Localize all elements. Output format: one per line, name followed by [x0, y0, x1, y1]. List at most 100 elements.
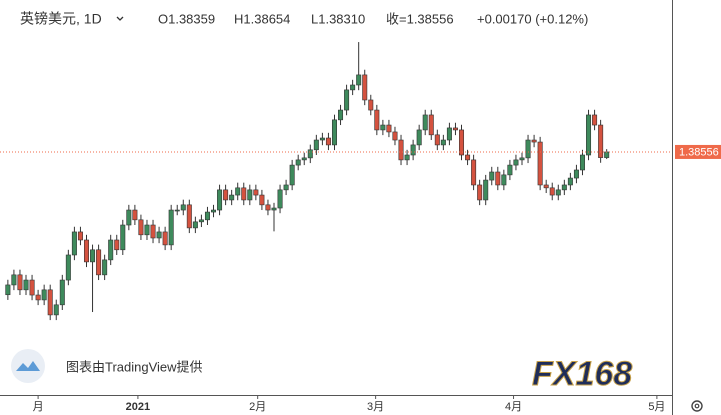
- candle-body: [180, 204, 186, 211]
- candle-body: [156, 231, 162, 239]
- credit-icon: [16, 361, 40, 371]
- candle-body: [235, 187, 241, 196]
- watermark-logo: FX168: [532, 355, 632, 393]
- candle-body: [120, 224, 126, 251]
- candle-body: [543, 184, 549, 189]
- last-price-tag: [675, 144, 721, 159]
- candle-body: [23, 279, 29, 291]
- candle-body: [289, 164, 295, 186]
- x-tick-label: 月: [33, 401, 44, 413]
- candle-body: [90, 249, 96, 263]
- candle-body: [283, 184, 289, 191]
- candle-body: [380, 124, 386, 131]
- candle-body: [598, 124, 604, 158]
- candle-body: [5, 284, 11, 296]
- candle-body: [174, 209, 180, 212]
- symbol[interactable]: 英镑美元, 1D: [20, 11, 102, 27]
- candle-body: [471, 159, 477, 186]
- candle-body: [126, 209, 132, 226]
- candle-body: [198, 219, 204, 223]
- candle-body: [374, 109, 380, 131]
- candle-body: [549, 187, 555, 196]
- candle-body: [586, 114, 592, 156]
- candle-body: [331, 119, 337, 146]
- candle-body: [392, 131, 398, 141]
- candle-body: [11, 274, 17, 286]
- x-tick-label: 2021: [126, 401, 150, 413]
- tradingview-credit[interactable]: 图表由TradingView提供: [11, 349, 203, 383]
- candle-body: [465, 154, 471, 161]
- legend-item: 收=1.38556: [386, 11, 454, 26]
- candle-body: [356, 74, 362, 86]
- candle-body: [132, 209, 138, 221]
- candle-body: [35, 294, 41, 301]
- candle-body: [398, 139, 404, 161]
- candle-body: [162, 231, 168, 246]
- candle-body: [434, 134, 440, 146]
- candle-body: [41, 289, 47, 301]
- candle-body: [253, 189, 259, 196]
- candle-body: [446, 127, 452, 141]
- ohlc-legend: O1.38359 H1.38654 L1.38310 收=1.38556 +0.0017…: [158, 11, 588, 26]
- candle-body: [65, 254, 71, 281]
- gear-icon: [691, 400, 703, 412]
- candle-body: [259, 194, 265, 206]
- candle-body: [29, 279, 35, 296]
- candle-body: [307, 149, 313, 159]
- x-tick-label: 5月: [648, 401, 665, 413]
- candle-body: [362, 74, 368, 101]
- candle-body: [144, 224, 150, 236]
- candle-body: [452, 127, 458, 131]
- last-price-label: 1.38556: [679, 146, 719, 158]
- candle-body: [83, 239, 89, 263]
- candle-body: [247, 189, 253, 201]
- x-tick-label: 4月: [505, 401, 522, 413]
- candle-body: [217, 189, 223, 211]
- candle-body: [477, 184, 483, 201]
- candle-body: [223, 189, 229, 201]
- candle-body: [489, 171, 495, 181]
- candle-body: [440, 139, 446, 146]
- candle-body: [567, 177, 573, 186]
- candle-body: [410, 144, 416, 156]
- candle-body: [338, 109, 344, 121]
- candle-body: [555, 189, 561, 196]
- candle-body: [531, 139, 537, 143]
- candle-body: [295, 159, 301, 166]
- candle-body: [604, 151, 610, 158]
- candle-body: [17, 274, 23, 291]
- candle-body: [350, 84, 356, 91]
- legend-item: O1.38359: [158, 11, 215, 26]
- candle-body: [71, 231, 77, 256]
- credit-badge: [11, 349, 45, 383]
- candle-body: [537, 141, 543, 186]
- legend-item: +0.00170 (+0.12%): [477, 11, 588, 26]
- candle-body: [313, 139, 319, 151]
- gear-hub: [694, 403, 700, 409]
- candle-body: [47, 289, 53, 316]
- symbol-chevron[interactable]: [116, 16, 124, 21]
- candle-body: [150, 224, 156, 239]
- legend-item: H1.38654: [234, 11, 290, 26]
- candle-body: [108, 239, 114, 261]
- candle-body: [186, 204, 192, 229]
- candle-body: [368, 99, 374, 111]
- candle-body: [507, 164, 513, 176]
- candle-body: [138, 219, 144, 236]
- candle-body: [319, 137, 325, 141]
- candle-body: [211, 209, 217, 213]
- candle-body: [192, 221, 198, 229]
- candle-body: [483, 179, 489, 201]
- candle-body: [519, 157, 525, 161]
- plot-area: [0, 42, 672, 321]
- candle-body: [271, 207, 277, 211]
- credit-text: 图表由TradingView提供: [66, 359, 203, 374]
- candle-body: [277, 189, 283, 209]
- candle-body: [229, 194, 235, 201]
- settings-button[interactable]: [691, 400, 703, 412]
- candle-body: [114, 239, 120, 251]
- candle-body: [344, 89, 350, 111]
- candle-body: [386, 124, 392, 133]
- candle-body: [501, 174, 507, 186]
